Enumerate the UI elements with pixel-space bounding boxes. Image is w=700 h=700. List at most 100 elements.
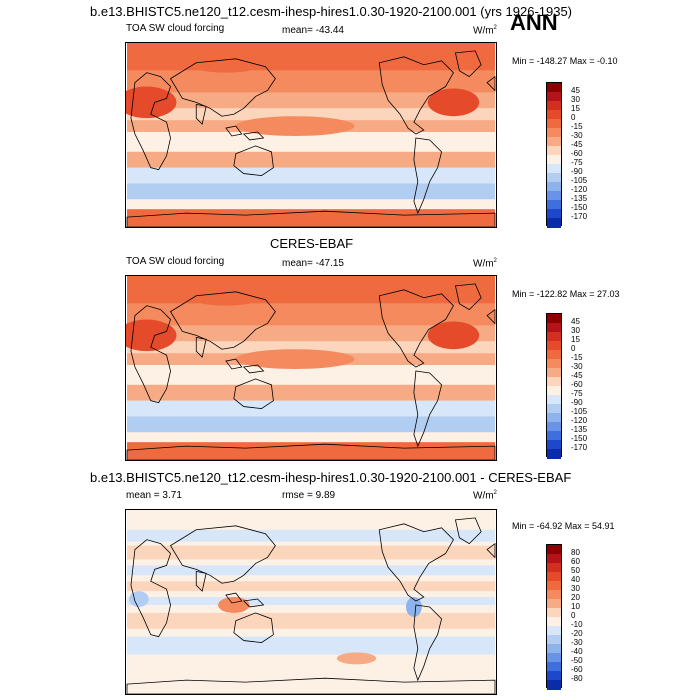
coastline bbox=[454, 517, 482, 545]
colorbar-swatch bbox=[547, 101, 561, 111]
coastline bbox=[233, 378, 274, 409]
colorbar-tick-label: -75 bbox=[571, 389, 583, 398]
colorbar-swatch bbox=[547, 635, 561, 645]
colorbar-swatch bbox=[547, 173, 561, 183]
colorbar-swatch bbox=[547, 332, 561, 342]
field-band bbox=[127, 108, 495, 121]
panel1-mean: mean= -43.44 bbox=[282, 25, 344, 36]
coastline bbox=[130, 305, 171, 404]
coastline bbox=[169, 58, 276, 117]
colorbar-tick-label: -120 bbox=[571, 416, 588, 425]
panel3-units: W/m2 bbox=[473, 490, 497, 502]
colorbar-swatch bbox=[547, 395, 561, 405]
coastline bbox=[413, 370, 443, 448]
colorbar-tick-label: -170 bbox=[571, 212, 588, 221]
colorbar-swatch bbox=[547, 644, 561, 654]
panel2-colorbar bbox=[546, 313, 562, 459]
colorbar-swatch bbox=[547, 563, 561, 573]
colorbar-swatch bbox=[547, 218, 561, 228]
field-blob bbox=[405, 597, 422, 617]
panel1-minmax: Min = -148.27 Max = -0.10 bbox=[512, 56, 618, 66]
field-blob bbox=[126, 319, 177, 352]
colorbar-tick-label: -30 bbox=[571, 131, 583, 140]
coastline bbox=[486, 75, 496, 92]
colorbar-tick-label: 0 bbox=[571, 113, 576, 122]
field-band bbox=[127, 400, 495, 417]
colorbar-swatch bbox=[547, 572, 561, 582]
colorbar-tick-label: -105 bbox=[571, 407, 588, 416]
colorbar-swatch bbox=[547, 191, 561, 201]
coastline bbox=[225, 592, 243, 604]
coastline bbox=[454, 50, 482, 78]
colorbar-tick-label: 15 bbox=[571, 335, 580, 344]
colorbar-swatch bbox=[547, 386, 561, 396]
coastline bbox=[486, 308, 496, 325]
field-band bbox=[127, 612, 495, 629]
colorbar-tick-label: -150 bbox=[571, 434, 588, 443]
colorbar-swatch bbox=[547, 413, 561, 423]
main-title: b.e13.BHISTC5.ne120_t12.cesm-ihesp-hires… bbox=[90, 4, 573, 19]
coastline bbox=[126, 210, 496, 227]
colorbar-tick-label: -90 bbox=[571, 167, 583, 176]
colorbar-swatch bbox=[547, 545, 561, 555]
colorbar-swatch bbox=[547, 662, 561, 672]
field-blob bbox=[427, 321, 480, 350]
colorbar-tick-label: -60 bbox=[571, 149, 583, 158]
colorbar-swatch bbox=[547, 137, 561, 147]
colorbar-swatch bbox=[547, 359, 561, 369]
coastline bbox=[225, 125, 243, 137]
panel2-minmax: Min = -122.82 Max = 27.03 bbox=[512, 289, 620, 299]
colorbar-swatch bbox=[547, 83, 561, 93]
field-band bbox=[127, 303, 495, 326]
colorbar-swatch bbox=[547, 671, 561, 681]
field-band bbox=[127, 341, 495, 354]
coastline bbox=[378, 289, 454, 368]
map-canvas bbox=[126, 510, 496, 694]
coastline bbox=[486, 542, 496, 559]
coastline bbox=[378, 56, 454, 135]
coastline bbox=[195, 103, 207, 125]
colorbar-swatch bbox=[547, 341, 561, 351]
colorbar-tick-label: -150 bbox=[571, 203, 588, 212]
field-band bbox=[127, 545, 495, 560]
colorbar-swatch bbox=[547, 404, 561, 414]
colorbar-swatch bbox=[547, 422, 561, 432]
colorbar-swatch bbox=[547, 200, 561, 210]
coastline bbox=[413, 137, 443, 215]
coastline bbox=[126, 677, 496, 694]
field-band bbox=[127, 151, 495, 168]
field-band bbox=[127, 581, 495, 592]
field-band bbox=[127, 325, 495, 342]
field-blob bbox=[235, 349, 355, 369]
field-band bbox=[127, 209, 495, 227]
field-band bbox=[127, 442, 495, 460]
colorbar-tick-label: 40 bbox=[571, 575, 580, 584]
coastline bbox=[169, 525, 276, 584]
colorbar-swatch bbox=[547, 554, 561, 564]
colorbar-tick-label: 50 bbox=[571, 566, 580, 575]
panel3-minmax: Min = -64.92 Max = 54.91 bbox=[512, 521, 615, 531]
colorbar-tick-label: 30 bbox=[571, 584, 580, 593]
field-band bbox=[127, 416, 495, 433]
coastline bbox=[225, 358, 243, 370]
colorbar-swatch bbox=[547, 449, 561, 459]
coastline bbox=[130, 539, 171, 638]
colorbar-swatch bbox=[547, 146, 561, 156]
colorbar-swatch bbox=[547, 431, 561, 441]
field-blob bbox=[128, 591, 149, 607]
field-band bbox=[127, 199, 495, 210]
panel3-mean: mean = 3.71 bbox=[126, 490, 182, 501]
colorbar-swatch bbox=[547, 323, 561, 333]
coastline bbox=[195, 336, 207, 358]
colorbar-tick-label: -105 bbox=[571, 176, 588, 185]
colorbar-tick-label: 45 bbox=[571, 317, 580, 326]
field-band bbox=[127, 92, 495, 109]
panel3-title: b.e13.BHISTC5.ne120_t12.cesm-ihesp-hires… bbox=[90, 470, 572, 485]
field-band bbox=[127, 365, 495, 385]
coastline bbox=[130, 72, 171, 171]
field-band bbox=[127, 132, 495, 152]
colorbar-tick-label: -10 bbox=[571, 620, 583, 629]
field-band bbox=[127, 529, 495, 542]
colorbar-swatch bbox=[547, 377, 561, 387]
colorbar-tick-label: 20 bbox=[571, 593, 580, 602]
